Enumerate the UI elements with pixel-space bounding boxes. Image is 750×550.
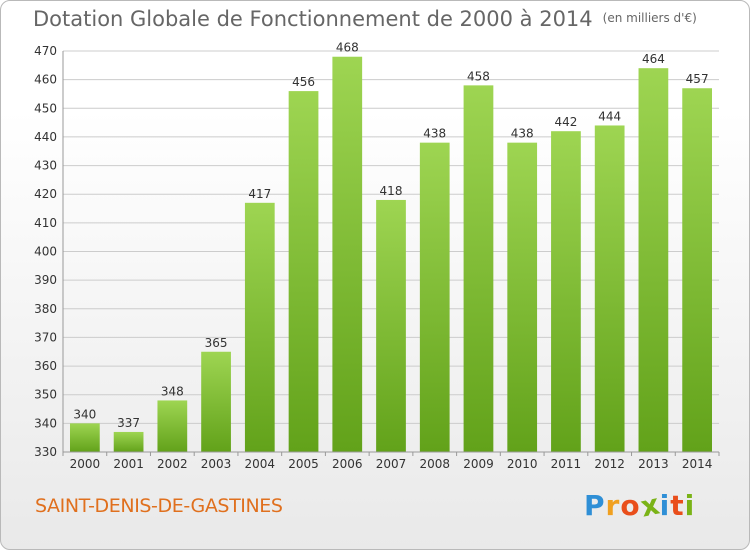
data-label: 464	[642, 52, 665, 66]
y-tick-label: 400	[34, 245, 57, 259]
y-tick-label: 450	[34, 101, 57, 115]
logo-letter: i	[659, 489, 671, 522]
y-tick-label: 440	[34, 130, 57, 144]
y-tick-label: 370	[34, 330, 57, 344]
commune-name: SAINT-DENIS-DE-GASTINES	[35, 495, 283, 517]
bar	[244, 202, 275, 452]
chart-title: Dotation Globale de Fonctionnement de 20…	[33, 7, 697, 31]
data-label: 458	[467, 69, 490, 83]
bar	[682, 88, 713, 452]
x-tick-label: 2013	[638, 457, 669, 471]
label-layer: 340 337 348 365 417 456 468 418 438 458 438 442 444 4…	[73, 41, 708, 430]
bar-layer	[69, 56, 713, 452]
bar	[201, 351, 231, 452]
logo-letter: o	[620, 489, 641, 522]
y-tick-label: 430	[34, 159, 57, 173]
x-tick-label: 2005	[288, 457, 319, 471]
bar	[332, 56, 363, 452]
x-tick-label: 2002	[157, 457, 188, 471]
bar	[419, 142, 450, 452]
y-tick-label: 420	[34, 187, 57, 201]
x-tick-label: 2004	[245, 457, 276, 471]
data-label: 438	[423, 127, 446, 141]
x-tick-label: 2003	[201, 457, 232, 471]
logo-letter: i	[684, 489, 696, 522]
y-tick-label: 350	[34, 388, 57, 402]
y-tick-label: 380	[34, 302, 57, 316]
bar	[463, 85, 494, 452]
data-label: 365	[205, 336, 228, 350]
bar	[113, 431, 144, 452]
data-label: 444	[598, 109, 621, 123]
bar	[551, 131, 581, 452]
logo-letter: P	[584, 489, 606, 522]
y-tick-label: 360	[34, 359, 57, 373]
x-tick-label: 2006	[332, 457, 363, 471]
chart-title-text: Dotation Globale de Fonctionnement de 20…	[33, 7, 593, 31]
logo-letter: t	[670, 489, 685, 522]
y-tick-label: 330	[34, 445, 57, 459]
bar	[69, 423, 100, 452]
x-tick-label: 2012	[594, 457, 625, 471]
y-tick-label: 410	[34, 216, 57, 230]
bar	[594, 125, 625, 452]
x-tick-label: 2014	[682, 457, 713, 471]
data-label: 438	[511, 127, 534, 141]
x-tick-label: 2010	[507, 457, 538, 471]
y-tick-label: 460	[34, 73, 57, 87]
logo-letter: r	[605, 489, 621, 522]
bar	[638, 68, 669, 452]
x-tick-label: 2001	[113, 457, 144, 471]
data-label: 468	[336, 41, 359, 55]
x-tick-label: 2000	[70, 457, 101, 471]
data-label: 337	[117, 416, 140, 430]
y-tick-label: 340	[34, 416, 57, 430]
bar	[288, 91, 319, 452]
data-label: 457	[686, 72, 709, 86]
data-label: 442	[554, 115, 577, 129]
proxiti-logo[interactable]: Proxiti	[584, 487, 696, 523]
data-label: 418	[380, 184, 403, 198]
x-tick-label: 2008	[419, 457, 450, 471]
bar	[157, 400, 188, 452]
unit-note: (en milliers d'€)	[602, 11, 697, 25]
bar	[507, 142, 538, 452]
x-tick-label: 2009	[463, 457, 494, 471]
axis-layer: 330 340 350 360 370 380 390 400 410 420 430 440 450 4…	[34, 44, 720, 471]
bar	[376, 199, 406, 452]
data-label: 417	[248, 187, 271, 201]
x-tick-label: 2007	[376, 457, 407, 471]
data-label: 340	[73, 407, 96, 421]
data-label: 348	[161, 384, 184, 398]
y-tick-label: 390	[34, 273, 57, 287]
data-label: 456	[292, 75, 315, 89]
x-tick-label: 2011	[551, 457, 582, 471]
y-tick-label: 470	[34, 44, 57, 58]
